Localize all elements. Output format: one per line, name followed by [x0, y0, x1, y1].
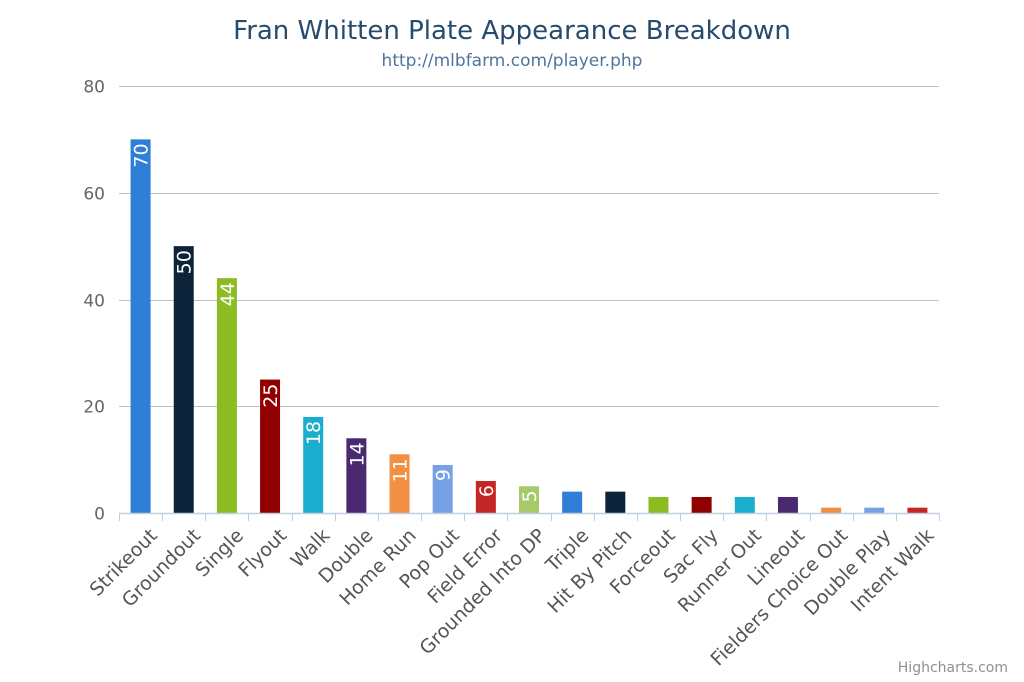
bar: [648, 496, 669, 513]
data-label: 25: [260, 384, 282, 408]
bar: [734, 496, 755, 513]
data-label: 44: [217, 282, 239, 306]
x-category-label: Single: [191, 525, 248, 582]
x-category-label: Flyout: [234, 525, 291, 582]
bar: [519, 486, 539, 513]
y-tick-label: 80: [83, 78, 105, 98]
y-tick-label: 0: [94, 505, 105, 525]
data-labels: 70 50 44 25 18 14 11 9 6 5: [131, 143, 541, 502]
data-label: 9: [433, 469, 455, 481]
bar: [432, 464, 453, 513]
bar: [389, 454, 410, 513]
bars: [130, 139, 928, 513]
bar: [475, 480, 496, 513]
bar: [562, 491, 583, 513]
chart-title: Fran Whitten Plate Appearance Breakdown: [233, 16, 791, 46]
bar: [346, 438, 367, 513]
bar: [216, 278, 237, 513]
chart-subtitle[interactable]: http://mlbfarm.com/player.php: [381, 51, 643, 71]
data-label: 14: [346, 442, 368, 466]
bar: [691, 496, 712, 513]
bar: [864, 507, 885, 513]
data-label: 18: [303, 421, 325, 445]
y-tick-label: 60: [83, 185, 105, 205]
bar: [130, 139, 151, 513]
bar: [907, 507, 928, 513]
bar: [821, 507, 842, 513]
y-tick-label: 20: [83, 398, 105, 418]
bar: [605, 491, 626, 513]
bar: [260, 379, 281, 513]
data-label: 11: [390, 458, 412, 482]
x-axis-tick-marks: [119, 513, 940, 521]
data-label: 70: [131, 143, 153, 167]
bar: [173, 246, 194, 513]
data-label: 6: [476, 485, 498, 497]
gridlines: [119, 86, 939, 407]
x-axis-labels: StrikeoutGroundoutSingleFlyoutWalkDouble…: [86, 524, 939, 670]
credits-link[interactable]: Highcharts.com: [897, 660, 1008, 676]
data-label: 5: [519, 490, 541, 502]
data-label: 50: [174, 250, 196, 274]
y-tick-label: 40: [83, 292, 105, 312]
bar: [303, 416, 324, 513]
bar: [777, 496, 798, 513]
y-axis-ticks: 0 20 40 60 80: [83, 78, 105, 525]
